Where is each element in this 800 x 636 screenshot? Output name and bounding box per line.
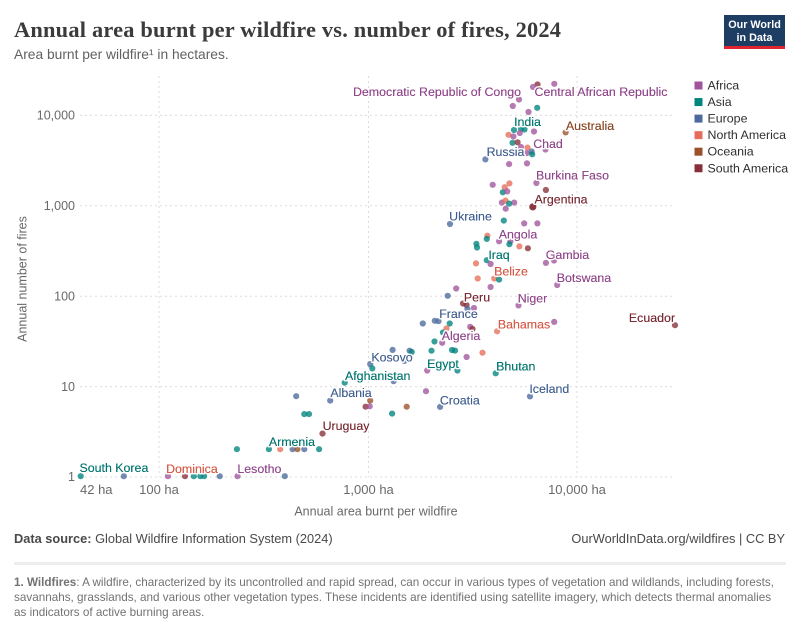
svg-text:Albania: Albania (330, 386, 371, 400)
svg-text:South Korea: South Korea (79, 461, 148, 475)
svg-text:Africa: Africa (708, 79, 740, 93)
svg-text:Egypt: Egypt (427, 357, 459, 371)
svg-text:Democratic Republic of Congo: Democratic Republic of Congo (353, 85, 521, 99)
svg-text:Belize: Belize (494, 265, 528, 279)
svg-text:Kosovo: Kosovo (371, 350, 412, 364)
svg-text:Belize: Belize (494, 265, 528, 279)
svg-text:Democratic Republic of Congo: Democratic Republic of Congo (353, 85, 521, 99)
svg-text:Gambia: Gambia (546, 248, 589, 262)
svg-text:Niger: Niger (518, 292, 548, 306)
svg-text:Botswana: Botswana (557, 271, 612, 285)
svg-text:Albania: Albania (330, 386, 371, 400)
svg-text:Chad: Chad (533, 137, 563, 151)
svg-text:Chad: Chad (533, 137, 563, 151)
svg-text:10,000: 10,000 (37, 109, 75, 123)
svg-text:Ecuador: Ecuador (629, 311, 675, 325)
svg-text:Niger: Niger (518, 292, 548, 306)
svg-text:Burkina Faso: Burkina Faso (536, 169, 609, 183)
svg-text:Bhutan: Bhutan (496, 360, 535, 374)
svg-text:Bhutan: Bhutan (496, 360, 535, 374)
svg-text:Australia: Australia (566, 119, 614, 133)
svg-text:India: India (514, 115, 541, 129)
svg-text:Ecuador: Ecuador (629, 311, 675, 325)
svg-text:1,000 ha: 1,000 ha (343, 482, 394, 497)
svg-text:Croatia: Croatia (440, 393, 480, 407)
svg-text:Ukraine: Ukraine (449, 210, 492, 224)
svg-text:Gambia: Gambia (546, 248, 589, 262)
svg-text:Ukraine: Ukraine (449, 210, 492, 224)
svg-text:South America: South America (708, 161, 789, 175)
svg-text:Croatia: Croatia (440, 393, 480, 407)
svg-text:Uruguay: Uruguay (323, 419, 371, 433)
svg-text:Bahamas: Bahamas (498, 317, 550, 331)
svg-text:Asia: Asia (708, 95, 732, 109)
svg-text:Argentina: Argentina (534, 193, 587, 207)
svg-text:42 ha: 42 ha (80, 482, 113, 497)
svg-text:Algeria: Algeria (442, 329, 481, 343)
svg-text:Oceania: Oceania (708, 145, 754, 159)
svg-text:Europe: Europe (708, 112, 748, 126)
svg-text:Russia: Russia (487, 145, 525, 159)
svg-text:Burkina Faso: Burkina Faso (536, 169, 609, 183)
svg-text:Kosovo: Kosovo (371, 350, 412, 364)
svg-text:Australia: Australia (566, 119, 614, 133)
svg-text:Angola: Angola (499, 228, 538, 242)
svg-text:Uruguay: Uruguay (323, 419, 371, 433)
svg-text:Egypt: Egypt (427, 357, 459, 371)
svg-text:Lesotho: Lesotho (237, 462, 281, 476)
svg-text:1: 1 (68, 470, 75, 484)
svg-text:Iceland: Iceland (529, 382, 569, 396)
svg-text:India: India (514, 115, 541, 129)
svg-text:Peru: Peru (464, 291, 490, 305)
svg-text:Angola: Angola (499, 228, 538, 242)
svg-text:Central African Republic: Central African Republic (535, 85, 668, 99)
svg-text:Lesotho: Lesotho (237, 462, 281, 476)
svg-text:10,000 ha: 10,000 ha (548, 482, 607, 497)
svg-text:Armenia: Armenia (269, 435, 315, 449)
svg-text:100: 100 (54, 289, 75, 303)
svg-text:Iraq: Iraq (488, 248, 509, 262)
svg-text:Afghanistan: Afghanistan (345, 369, 411, 383)
svg-text:Annual area burnt per wildfire: Annual area burnt per wildfire (294, 505, 457, 519)
svg-text:Afghanistan: Afghanistan (345, 369, 411, 383)
svg-text:Iraq: Iraq (488, 248, 509, 262)
svg-text:1,000: 1,000 (44, 199, 75, 213)
svg-text:Peru: Peru (464, 291, 490, 305)
svg-text:North America: North America (708, 128, 787, 142)
svg-text:France: France (439, 307, 478, 321)
svg-text:Dominica: Dominica (166, 462, 218, 476)
svg-text:Armenia: Armenia (269, 435, 315, 449)
svg-text:Central African Republic: Central African Republic (535, 85, 668, 99)
svg-text:Argentina: Argentina (534, 193, 587, 207)
svg-text:Algeria: Algeria (442, 329, 481, 343)
svg-text:South Korea: South Korea (79, 461, 148, 475)
svg-text:100 ha: 100 ha (139, 482, 180, 497)
svg-text:Bahamas: Bahamas (498, 317, 550, 331)
svg-text:Iceland: Iceland (529, 382, 569, 396)
svg-text:Russia: Russia (487, 145, 525, 159)
svg-text:Botswana: Botswana (557, 271, 612, 285)
svg-text:Annual number of fires: Annual number of fires (16, 216, 30, 342)
svg-text:Dominica: Dominica (166, 462, 218, 476)
svg-text:10: 10 (61, 380, 75, 394)
svg-text:France: France (439, 307, 478, 321)
